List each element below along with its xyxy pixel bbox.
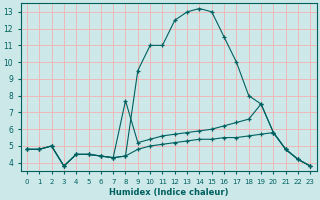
X-axis label: Humidex (Indice chaleur): Humidex (Indice chaleur)	[109, 188, 228, 197]
